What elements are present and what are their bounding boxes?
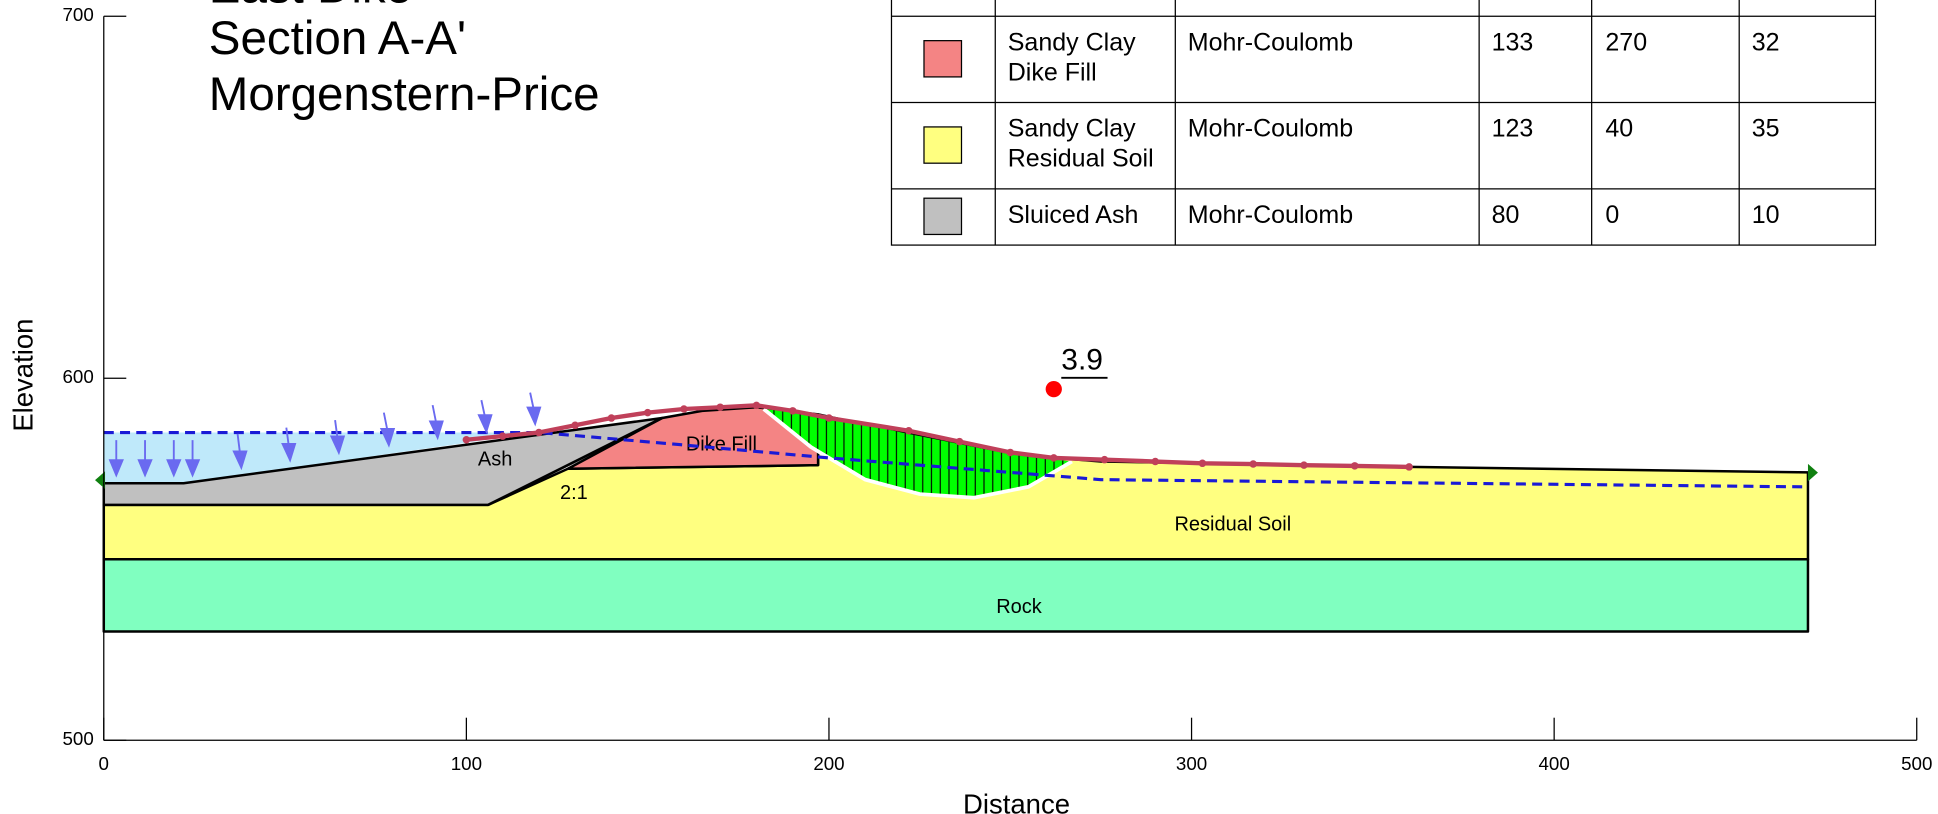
titles: East Dike Section A-A' Morgenstern-Price — [209, 0, 600, 121]
material-swatch — [923, 40, 963, 78]
entry-exit-point — [680, 405, 688, 413]
material-swatch — [923, 197, 963, 236]
soil-region — [102, 558, 1810, 633]
entry-exit-point — [752, 401, 761, 410]
factor-of-safety: 3.9 — [1061, 344, 1103, 377]
boundary-marker — [95, 471, 106, 489]
surface-load-arrows — [108, 392, 542, 478]
load-arrow — [379, 412, 396, 448]
load-arrow — [184, 440, 201, 478]
material-name: Sandy Clay — [1008, 28, 1136, 56]
slip-surface — [762, 407, 1073, 500]
friction-angle: 32 — [1752, 28, 1780, 56]
x-axis-label: Distance — [963, 789, 1070, 814]
material-name: Residual Soil — [1008, 145, 1154, 173]
entry-exit-point — [571, 421, 579, 430]
x-tick-label: 500 — [1901, 753, 1932, 774]
entry-exit-point — [1300, 461, 1308, 469]
axes: Distance Elevation 0 100 200 300 400 50050060… — [7, 4, 1932, 814]
load-arrow — [137, 440, 153, 478]
x-tick-label: 400 — [1539, 753, 1570, 774]
entry-exit-point — [535, 428, 543, 437]
y-tick-label: 600 — [62, 366, 93, 387]
y-tick-label: 700 — [62, 4, 93, 25]
entry-exit-point — [825, 414, 833, 422]
unit-weight: 123 — [1492, 115, 1534, 143]
region-label: Dike Fill — [686, 433, 757, 455]
load-arrow — [232, 433, 248, 471]
entry-exit-point — [1405, 463, 1413, 471]
load-arrow — [428, 404, 444, 441]
y-tick-label: 500 — [62, 728, 93, 749]
entry-exit-point — [1050, 454, 1058, 462]
y-axis-label: Elevation — [7, 319, 38, 432]
entry-exit-point — [1249, 460, 1257, 468]
load-arrow — [166, 440, 182, 478]
material-name: Sandy Clay — [1008, 115, 1136, 143]
entry-exit-point — [904, 426, 913, 435]
x-tick-label: 300 — [1176, 753, 1207, 774]
material-name: Dike Fill — [1008, 58, 1097, 86]
entry-exit-line — [466, 403, 1410, 470]
entry-exit-point — [1151, 457, 1160, 466]
entry-exit-point — [643, 408, 652, 417]
region-label: Rock — [996, 596, 1043, 618]
friction-angle: 10 — [1752, 201, 1780, 229]
critical-center — [1045, 380, 1062, 398]
x-tick-label: 100 — [451, 753, 482, 774]
entry-exit-point — [607, 414, 616, 422]
unit-weight: 80 — [1492, 201, 1520, 229]
water-region — [103, 432, 539, 484]
table-background — [890, 0, 1877, 246]
load-arrow — [329, 420, 346, 456]
material-model: Mohr-Coulomb — [1188, 201, 1353, 229]
load-arrow — [526, 392, 542, 427]
material-swatch — [923, 126, 963, 164]
material-name: Sluiced Ash — [1008, 201, 1139, 229]
overlay: Rock Residual Soil Ash Dike Fill 2:1 3.9 — [103, 344, 1808, 618]
title-line: Morgenstern-Price — [209, 68, 600, 121]
cohesion: 0 — [1605, 201, 1619, 229]
friction-angle: 35 — [1752, 115, 1780, 143]
entry-exit-point — [788, 407, 797, 415]
entry-exit-point — [1350, 462, 1359, 470]
x-tick-label: 200 — [813, 753, 844, 774]
load-arrow — [108, 440, 124, 478]
entry-exit-point — [462, 436, 471, 444]
slope-line — [487, 416, 663, 507]
x-tick-label: 0 — [99, 753, 109, 774]
region-label: Ash — [478, 448, 512, 470]
entry-exit-point — [498, 432, 507, 440]
load-arrow — [477, 399, 493, 434]
load-arrow — [281, 427, 297, 463]
entry-exit-point — [1100, 455, 1109, 464]
title-line: Section A-A' — [209, 12, 466, 65]
cohesion: 270 — [1605, 28, 1647, 56]
material-model: Mohr-Coulomb — [1188, 115, 1353, 143]
material-model: Mohr-Coulomb — [1188, 28, 1353, 56]
slip-hatch — [763, 409, 1072, 498]
title-line: East Dike — [209, 0, 412, 14]
entry-exit-point — [1006, 448, 1015, 457]
unit-weight: 133 — [1492, 28, 1534, 56]
region-label: Residual Soil — [1174, 513, 1291, 535]
boundary-marker — [1807, 463, 1818, 482]
entry-exit-point — [1198, 459, 1207, 468]
region-label: 2:1 — [560, 482, 588, 504]
entry-exit-point — [716, 403, 724, 411]
piezometric-line — [103, 430, 1808, 489]
cohesion: 40 — [1605, 115, 1633, 143]
entry-exit-point — [955, 437, 964, 446]
